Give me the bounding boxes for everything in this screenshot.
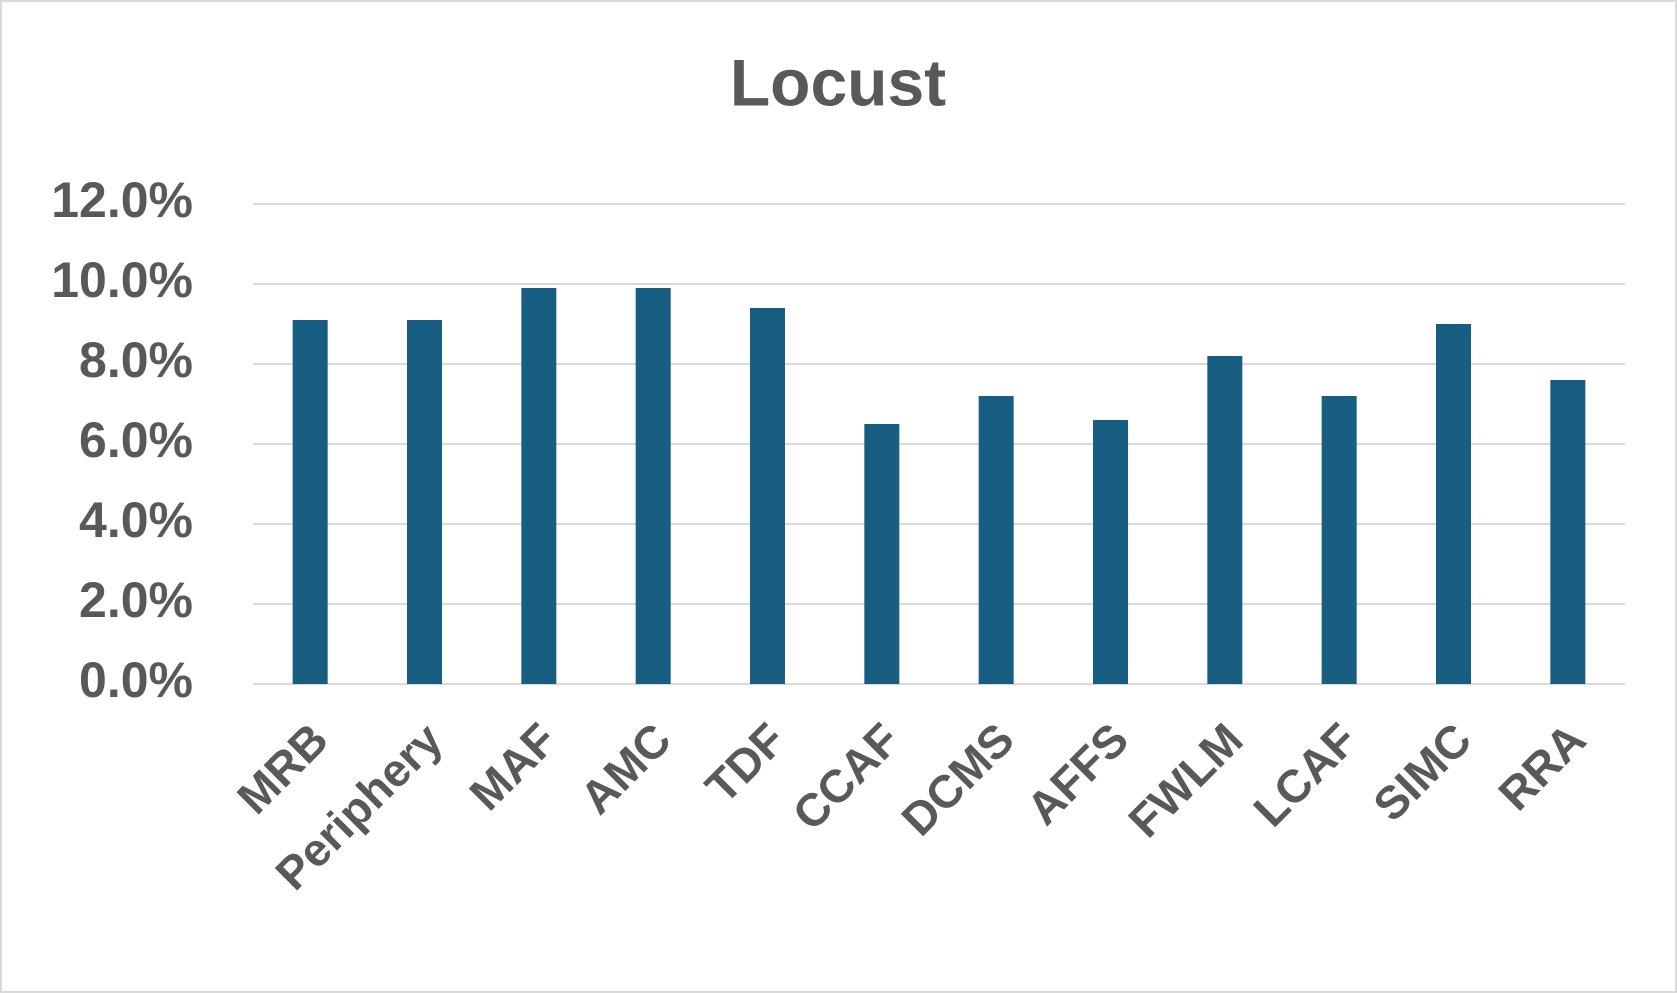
bar: [1207, 356, 1243, 684]
bar: [1321, 396, 1357, 684]
chart-title: Locust: [730, 45, 946, 119]
bar: [750, 308, 785, 684]
y-tick-label: 2.0%: [79, 572, 193, 628]
bar: [1550, 380, 1586, 684]
bar: [407, 320, 442, 684]
bar: [635, 288, 671, 684]
y-tick-label: 10.0%: [51, 252, 193, 308]
bar: [292, 320, 328, 684]
bar: [521, 288, 557, 684]
bar: [864, 424, 900, 684]
bar: [978, 396, 1014, 684]
bar: [1436, 324, 1471, 684]
bar: [1093, 420, 1128, 684]
y-tick-label: 8.0%: [79, 332, 193, 388]
y-tick-label: 0.0%: [79, 652, 193, 708]
y-tick-label: 4.0%: [79, 492, 193, 548]
y-tick-label: 12.0%: [51, 172, 193, 228]
y-tick-label: 6.0%: [79, 412, 193, 468]
